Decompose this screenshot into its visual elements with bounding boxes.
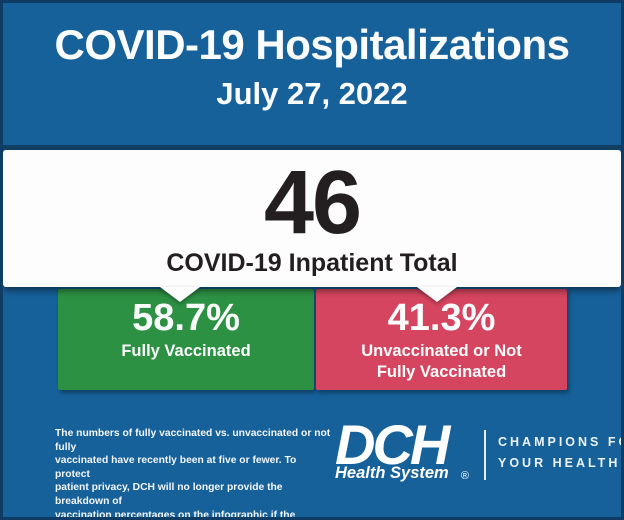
tagline: CHAMPIONS FOR YOUR HEALTH [498,432,621,474]
tagline-line2: YOUR HEALTH [498,456,621,470]
fully-vaccinated-percent: 58.7% [132,297,240,339]
inpatient-total-band: 46 COVID-19 Inpatient Total [3,150,621,302]
privacy-disclaimer-text: The numbers of fully vaccinated vs. unva… [55,428,331,520]
dch-wordmark: DCH [335,413,450,476]
logo-divider [484,430,486,480]
dch-health-system-label: Health System [335,464,449,482]
inpatient-total-value: 46 [263,153,362,253]
callout-arrow-unvaccinated-icon [417,287,457,302]
unvaccinated-percent: 41.3% [387,297,496,339]
header-separator [3,145,621,150]
date-subtitle: July 27, 2022 [216,76,408,111]
fully-vaccinated-label: Fully Vaccinated [121,342,251,360]
unvaccinated-card: 41.3% Unvaccinated or Not Fully Vaccinat… [316,289,567,390]
fully-vaccinated-card: 58.7% Fully Vaccinated [58,289,314,390]
dch-logo: DCH Health System ® [335,413,469,483]
inpatient-total-label: COVID-19 Inpatient Total [166,249,458,277]
page-title: COVID-19 Hospitalizations [54,21,570,68]
tagline-line1: CHAMPIONS FOR [498,435,621,449]
registered-trademark-icon: ® [460,470,469,482]
unvaccinated-label: Unvaccinated or Not Fully Vaccinated [361,342,522,381]
callout-arrow-vaccinated-icon [160,287,200,302]
